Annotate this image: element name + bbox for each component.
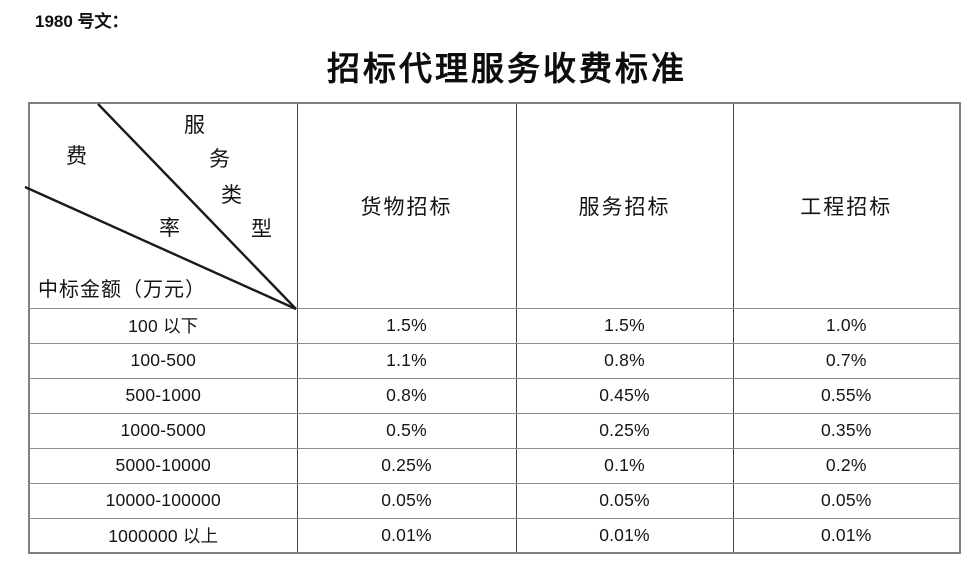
rate-cell: 0.01%	[515, 517, 734, 554]
rate-cell: 0.45%	[515, 377, 734, 414]
column-header-service-bidding: 服务招标	[515, 102, 734, 309]
corner-axis-type-char: 型	[251, 217, 272, 241]
corner-cell: 服 务 类 型 费 率 中标金额（万元）	[24, 102, 298, 311]
rate-cell: 1.5%	[296, 307, 517, 344]
rate-cell: 0.01%	[732, 517, 961, 554]
corner-axis-amount-label: 中标金额（万元）	[38, 278, 206, 301]
fee-table: 服 务 类 型 费 率 中标金额（万元） 货物招标 服务招标 工程招标 100 …	[24, 102, 961, 554]
row-range-cell: 100 以下	[28, 307, 298, 344]
rate-cell: 1.0%	[732, 307, 961, 344]
fee-table-body: 100 以下 1.5% 1.5% 1.0% 100-500 1.1% 0.8% …	[28, 307, 961, 554]
table-row: 100 以下 1.5% 1.5% 1.0%	[28, 307, 961, 344]
rate-cell: 0.05%	[732, 482, 961, 519]
table-row: 100-500 1.1% 0.8% 0.7%	[28, 342, 961, 379]
header-row: 服 务 类 型 费 率 中标金额（万元） 货物招标 服务招标 工程招标	[24, 102, 961, 311]
column-header-goods-bidding: 货物招标	[296, 102, 517, 309]
rate-cell: 0.8%	[515, 342, 734, 379]
corner-axis-type-char: 务	[209, 147, 230, 171]
rate-cell: 0.1%	[515, 447, 734, 484]
corner-axis-type-char: 类	[221, 183, 242, 207]
rate-cell: 0.2%	[732, 447, 961, 484]
row-range-cell: 1000-5000	[28, 412, 298, 449]
rate-cell: 0.05%	[515, 482, 734, 519]
corner-axis-type-char: 服	[184, 113, 205, 137]
rate-cell: 0.25%	[515, 412, 734, 449]
rate-cell: 0.35%	[732, 412, 961, 449]
page-title: 招标代理服务收费标准	[327, 52, 687, 88]
table-row: 500-1000 0.8% 0.45% 0.55%	[28, 377, 961, 414]
row-range-cell: 10000-100000	[28, 482, 298, 519]
rate-cell: 1.1%	[296, 342, 517, 379]
rate-cell: 0.55%	[732, 377, 961, 414]
rate-cell: 0.5%	[296, 412, 517, 449]
rate-cell: 0.7%	[732, 342, 961, 379]
corner-axis-rate-char: 费	[66, 144, 87, 168]
doc-number-label: 1980 号文：	[35, 12, 129, 31]
column-header-works-bidding: 工程招标	[732, 102, 961, 309]
rate-cell: 0.8%	[296, 377, 517, 414]
table-row: 1000000 以上 0.01% 0.01% 0.01%	[28, 517, 961, 554]
table-row: 10000-100000 0.05% 0.05% 0.05%	[28, 482, 961, 519]
rate-cell: 0.05%	[296, 482, 517, 519]
table-row: 5000-10000 0.25% 0.1% 0.2%	[28, 447, 961, 484]
row-range-cell: 1000000 以上	[28, 517, 298, 554]
diagonal-divider-lines	[24, 103, 297, 311]
row-range-cell: 100-500	[28, 342, 298, 379]
rate-cell: 0.01%	[296, 517, 517, 554]
rate-cell: 0.25%	[296, 447, 517, 484]
row-range-cell: 500-1000	[28, 377, 298, 414]
row-range-cell: 5000-10000	[28, 447, 298, 484]
corner-axis-rate-char: 率	[159, 216, 180, 240]
table-row: 1000-5000 0.5% 0.25% 0.35%	[28, 412, 961, 449]
rate-cell: 1.5%	[515, 307, 734, 344]
